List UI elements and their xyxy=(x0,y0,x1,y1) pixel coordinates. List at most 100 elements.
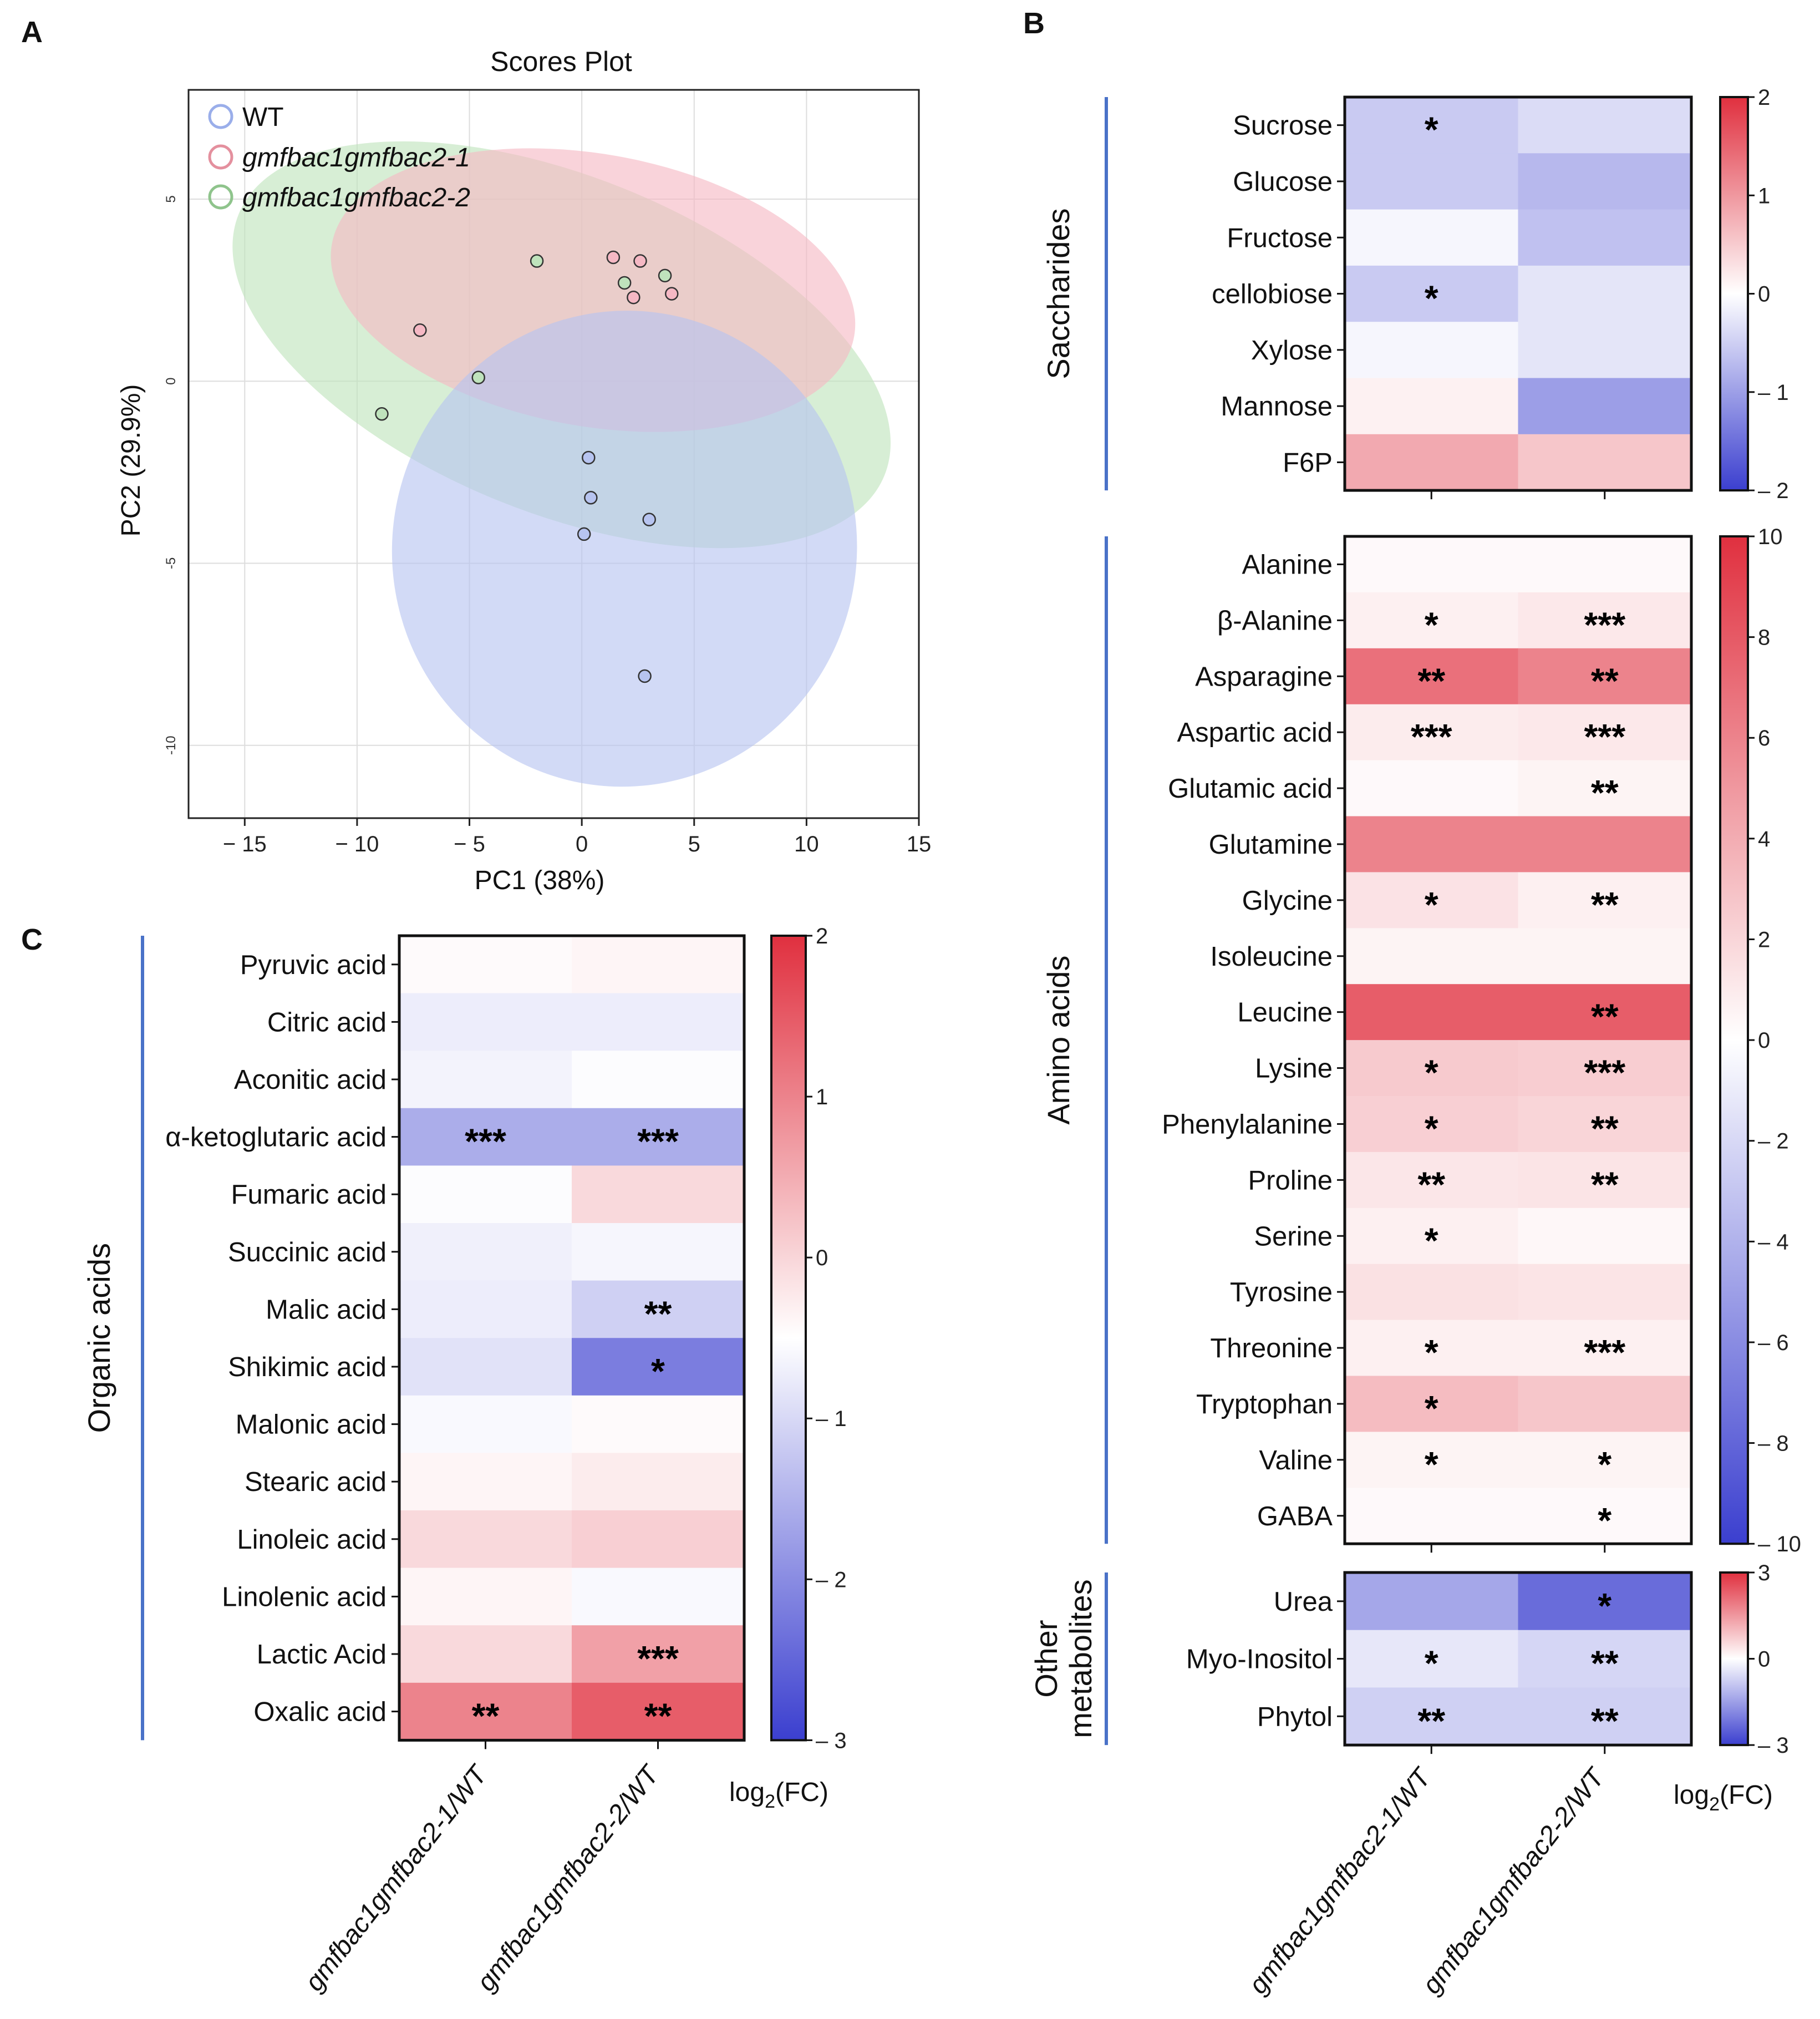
heat-cell xyxy=(1518,648,1692,705)
heat-cell xyxy=(1345,1630,1518,1688)
point-gmfbac1gmfbac2-2 xyxy=(658,268,672,283)
row-label-cellobiose: cellobiose xyxy=(1212,280,1333,310)
significance-stars: ** xyxy=(1591,661,1619,701)
group-label-line: metabolites xyxy=(1063,1579,1098,1738)
significance-stars: *** xyxy=(465,1122,506,1161)
pca-x-axis-label: PC1 (38%) xyxy=(475,866,605,895)
heatmap-saccharides: * Sucrose Glucose Fructose * cellobiose Xylose… xyxy=(1041,85,1789,503)
pca-y-axis-label: PC2 (29.9%) xyxy=(116,384,146,537)
heat-cell xyxy=(1518,322,1692,378)
heat-cell xyxy=(1345,760,1518,816)
heat-cell xyxy=(1518,434,1692,491)
heat-cell xyxy=(1345,434,1518,491)
significance-stars: ** xyxy=(1591,1164,1619,1204)
row-label-valine: Valine xyxy=(1259,1445,1333,1475)
heat-cell xyxy=(399,1280,572,1338)
heat-cell xyxy=(1345,1264,1518,1321)
pca-x-axis-ticks: − 15 − 10 − 5 0 5 10 15 xyxy=(223,818,931,856)
heat-cell xyxy=(1345,648,1518,705)
point-gmfbac1gmfbac2-1 xyxy=(664,287,679,301)
heat-cell xyxy=(1345,1208,1518,1265)
significance-stars: ** xyxy=(1591,773,1619,813)
row-label-shikimic-acid: Shikimic acid xyxy=(228,1352,387,1382)
heat-cell xyxy=(1345,209,1518,266)
heat-cell xyxy=(1345,1040,1518,1097)
significance-stars: *** xyxy=(1584,1053,1625,1093)
row-label-aspartic-acid: Aspartic acid xyxy=(1177,718,1333,748)
heat-cell xyxy=(572,1338,745,1396)
colorbar xyxy=(1719,96,1749,492)
row-label-proline: Proline xyxy=(1248,1165,1333,1195)
point-wt xyxy=(584,491,598,505)
heat-cell xyxy=(399,1165,572,1224)
legend-marker-wt xyxy=(208,104,233,129)
heat-cell xyxy=(399,1395,572,1453)
column-label-c-1: gmfbac1gmfbac2-1/WT xyxy=(299,1759,494,1997)
colorbar-tick-label: 2 xyxy=(816,924,828,948)
heat-cell xyxy=(1518,1488,1692,1544)
heat-cell xyxy=(1345,378,1518,435)
panel-label-b: B xyxy=(1023,7,1045,40)
point-wt xyxy=(638,669,652,683)
legend-unit-b: log2(FC) xyxy=(1674,1780,1773,1815)
legend-marker-line2 xyxy=(208,184,233,210)
point-gmfbac1gmfbac2-2 xyxy=(471,371,485,384)
colorbar-tick-label: 10 xyxy=(1758,525,1783,549)
row-label-citric-acid: Citric acid xyxy=(267,1007,387,1037)
colorbar-tick-label: – 1 xyxy=(1758,381,1789,405)
point-wt xyxy=(577,527,591,541)
significance-stars: * xyxy=(1425,1444,1438,1484)
heat-cell xyxy=(572,1108,745,1166)
colorbar xyxy=(770,935,807,1742)
pca-y-axis-ticks: 5 0 -5 -10 xyxy=(164,195,179,755)
heat-cell xyxy=(399,1108,572,1166)
significance-stars: * xyxy=(1425,885,1438,925)
colorbar xyxy=(1719,1571,1749,1747)
pca-ellipses xyxy=(232,141,891,787)
heat-cell xyxy=(1518,378,1692,435)
row-label-phytol: Phytol xyxy=(1257,1702,1333,1732)
significance-stars: *** xyxy=(637,1638,679,1678)
row-label-glutamic-acid: Glutamic acid xyxy=(1168,774,1333,804)
y-tick-label: 0 xyxy=(164,378,179,385)
row-label-tryptophan: Tryptophan xyxy=(1196,1389,1333,1419)
colorbar-tick-label: 4 xyxy=(1758,827,1770,851)
colorbar-tick-label: 0 xyxy=(816,1246,828,1270)
heat-cell xyxy=(1345,872,1518,929)
point-gmfbac1gmfbac2-1 xyxy=(413,323,427,337)
heat-cell xyxy=(1518,97,1692,154)
heat-cell xyxy=(1345,984,1518,1041)
ellipse-wt xyxy=(392,311,857,787)
y-tick-label: -10 xyxy=(164,735,179,755)
row-label-glutamine: Glutamine xyxy=(1209,830,1333,860)
group-label-amino-acids: Amino acids xyxy=(1041,956,1076,1125)
significance-stars: * xyxy=(1425,1053,1438,1093)
colorbar-tick-label: – 8 xyxy=(1758,1432,1789,1456)
heat-cell xyxy=(1518,1096,1692,1153)
heat-cell xyxy=(399,1567,572,1626)
group-label-organic-acids: Organic acids xyxy=(82,1243,116,1433)
heat-cell xyxy=(572,1165,745,1224)
significance-stars: *** xyxy=(1584,605,1625,645)
significance-stars: ** xyxy=(1417,661,1445,701)
significance-stars: ** xyxy=(1591,1643,1619,1683)
heat-cell xyxy=(1518,928,1692,985)
pca-frame xyxy=(187,89,920,819)
row-label-glucose: Glucose xyxy=(1233,167,1333,197)
legend-label-wt: WT xyxy=(242,103,284,132)
heatmap-frame xyxy=(1343,95,1693,492)
point-gmfbac1gmfbac2-1 xyxy=(606,250,621,265)
x-tick-label: 10 xyxy=(794,832,819,856)
row-label-serine: Serine xyxy=(1254,1221,1333,1251)
x-tick-label: 5 xyxy=(688,832,700,856)
heat-cell xyxy=(1345,1687,1518,1746)
x-tick-label: − 10 xyxy=(335,832,379,856)
heat-cell xyxy=(1345,1432,1518,1488)
heat-cell xyxy=(572,1567,745,1626)
row-label-aconitic-acid: Aconitic acid xyxy=(234,1065,387,1095)
significance-stars: * xyxy=(1425,1108,1438,1148)
colorbar-tick-label: – 10 xyxy=(1758,1532,1801,1556)
heat-cell xyxy=(1518,760,1692,816)
legend-label-line1: gmfbac1gmfbac2-1 xyxy=(242,143,470,173)
